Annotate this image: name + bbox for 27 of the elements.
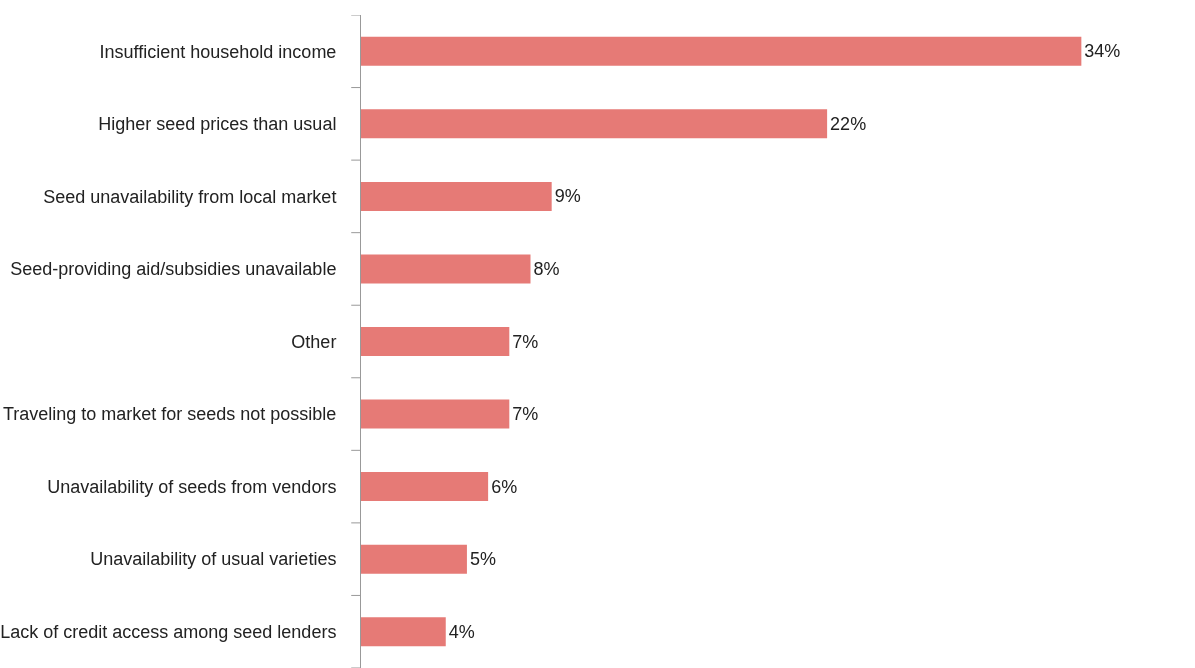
y-tick-label: Other <box>291 331 337 352</box>
y-tick-label: Traveling to market for seeds not possible <box>2 404 337 425</box>
bar <box>361 544 467 574</box>
y-tick-label: Seed-providing aid/subsidies unavailable <box>10 259 337 280</box>
y-tick-label: Lack of credit access among seed lenders <box>0 622 337 643</box>
bar <box>361 36 1082 66</box>
data-label: 5% <box>469 549 496 570</box>
y-tick-label: Unavailability of usual varieties <box>90 549 337 570</box>
data-label: 6% <box>491 476 518 497</box>
y-tick-label: Higher seed prices than usual <box>98 114 337 135</box>
bar <box>361 399 510 429</box>
bar <box>361 617 446 647</box>
data-label: 8% <box>533 258 560 279</box>
bar <box>361 472 489 502</box>
data-label: 7% <box>512 404 539 425</box>
bar <box>361 326 510 357</box>
data-label: 7% <box>512 331 539 352</box>
data-label: 4% <box>448 621 475 642</box>
y-tick-label: Unavailability of seeds from vendors <box>47 476 337 497</box>
data-label: 34% <box>1084 41 1121 62</box>
y-tick-label: Seed unavailability from local market <box>43 186 337 207</box>
bar <box>361 109 828 139</box>
data-label: 9% <box>554 186 581 207</box>
bar <box>361 254 531 284</box>
y-tick-label: Insufficient household income <box>99 41 337 62</box>
bar <box>361 181 552 211</box>
data-label: 22% <box>830 113 867 134</box>
